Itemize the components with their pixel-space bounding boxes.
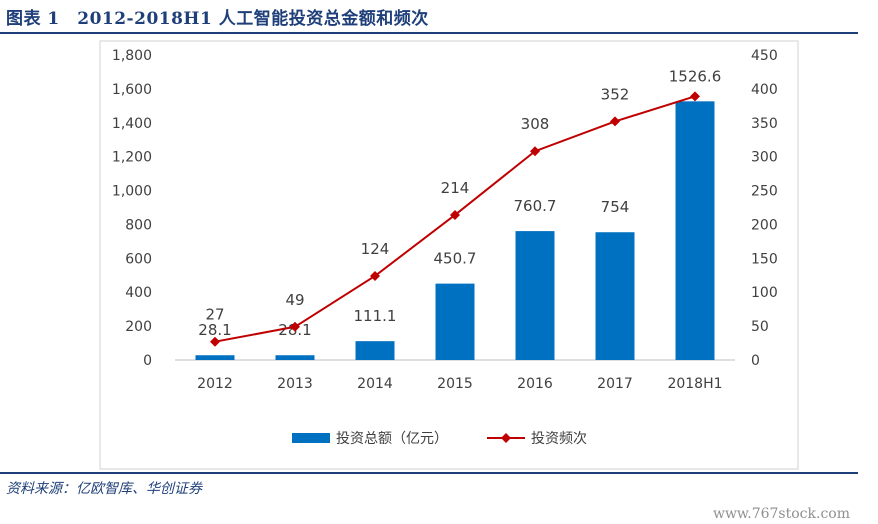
- x-tick-label: 2018H1: [667, 376, 722, 392]
- chart-frame: [99, 40, 799, 470]
- right-tick-label: 450: [751, 48, 778, 64]
- line-point: [610, 116, 620, 127]
- bottom-rule: [0, 472, 858, 474]
- line-point: [370, 270, 380, 281]
- bar: [435, 283, 475, 360]
- left-tick-label: 800: [125, 217, 152, 233]
- x-tick-label: 2016: [517, 376, 553, 392]
- left-tick-label: 200: [125, 319, 152, 335]
- line-point: [530, 146, 540, 157]
- bar: [275, 355, 315, 360]
- right-tick-label: 200: [751, 217, 778, 233]
- legend-line-marker: [501, 433, 511, 443]
- left-tick-label: 0: [143, 353, 152, 369]
- line-data-label: 308: [521, 115, 550, 133]
- bar-data-label: 754: [601, 198, 630, 216]
- right-tick-label: 250: [751, 184, 778, 200]
- line-point: [690, 91, 700, 102]
- x-tick-label: 2014: [357, 376, 393, 392]
- right-tick-label: 0: [751, 353, 760, 369]
- line-point: [290, 321, 300, 332]
- left-tick-label: 1,400: [112, 116, 152, 132]
- legend-bar-label: 投资总额（亿元）: [336, 431, 448, 447]
- line-point: [450, 209, 460, 220]
- x-axis: 2012 2013 2014 2015 2016 2017 2018H1: [197, 376, 722, 392]
- line-data-label: 27: [205, 306, 224, 324]
- right-tick-label: 50: [751, 319, 769, 335]
- left-tick-label: 1,600: [112, 82, 152, 98]
- right-tick-label: 350: [751, 116, 778, 132]
- bar: [355, 341, 395, 360]
- line-point: [210, 336, 220, 347]
- bar-data-label: 111.1: [354, 307, 397, 325]
- left-tick-label: 400: [125, 285, 152, 301]
- right-tick-label: 300: [751, 150, 778, 166]
- x-tick-label: 2015: [437, 376, 473, 392]
- bar: [515, 231, 555, 360]
- bar-data-label: 450.7: [434, 250, 477, 268]
- bar: [675, 101, 715, 360]
- left-tick-label: 1,000: [112, 184, 152, 200]
- source-note: 资料来源：亿欧智库、华创证券: [6, 481, 202, 497]
- right-tick-label: 150: [751, 251, 778, 267]
- line-data-label: 49: [285, 291, 304, 309]
- left-axis: 0 200 400 600 800 1,000 1,200 1,400 1,600 1,800: [112, 48, 152, 369]
- left-tick-label: 600: [125, 251, 152, 267]
- line-data-label: 124: [361, 240, 390, 258]
- bar-data-label: 760.7: [514, 197, 557, 215]
- right-tick-label: 100: [751, 285, 778, 301]
- top-rule: [0, 32, 858, 34]
- left-tick-label: 1,800: [112, 48, 152, 64]
- bar: [195, 355, 235, 360]
- bar: [595, 232, 635, 360]
- line-data-label: 214: [441, 179, 470, 197]
- right-axis: 0 50 100 150 200 250 300 350 400 450: [751, 48, 778, 369]
- legend: 投资总额（亿元） 投资频次: [292, 431, 587, 447]
- x-tick-label: 2013: [277, 376, 313, 392]
- line-series: 27 49 124 214 308 352: [205, 85, 700, 347]
- x-tick-label: 2017: [597, 376, 633, 392]
- watermark: www.767stock.com: [712, 506, 850, 522]
- line-data-label: 352: [601, 85, 630, 103]
- right-tick-label: 400: [751, 82, 778, 98]
- left-tick-label: 1,200: [112, 150, 152, 166]
- bar-data-label: 28.1: [198, 321, 231, 339]
- legend-bar-swatch: [292, 433, 330, 443]
- legend-line-label: 投资频次: [531, 431, 587, 447]
- chart-title: 图表 1 2012-2018H1 人工智能投资总金额和频次: [6, 9, 429, 29]
- bar-data-label: 1526.6: [669, 67, 722, 85]
- x-tick-label: 2012: [197, 376, 233, 392]
